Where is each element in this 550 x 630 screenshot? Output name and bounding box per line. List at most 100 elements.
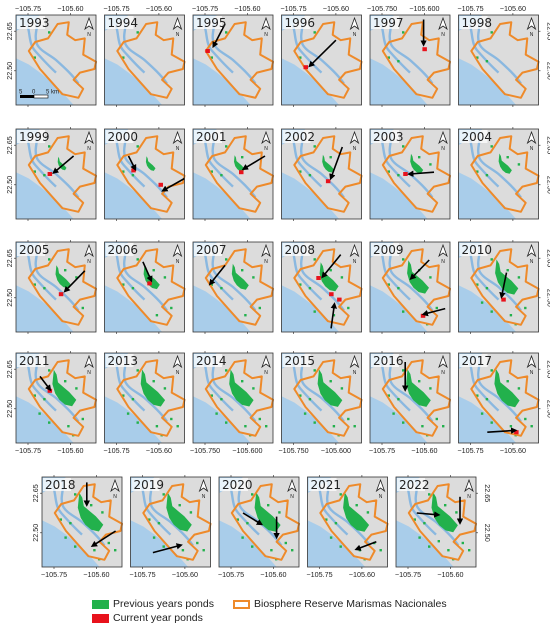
previous-pond [241,380,244,383]
previous-pond [428,493,431,496]
lagoon-channel [468,23,500,74]
north-arrow-label: N [87,146,91,152]
north-arrow-shape [526,243,537,258]
previous-pond [225,31,228,34]
lagoon-channel [299,18,345,85]
previous-pond [131,287,135,290]
previous-pond [476,283,479,286]
panel-frame [281,128,362,220]
location-arrow [321,254,342,279]
current-pond [325,179,331,184]
previous-pond [299,394,302,397]
location-arrow [329,146,344,181]
year-label: 2018 [45,478,76,492]
previous-pond [176,425,179,428]
previous-pond [313,258,316,261]
year-label: 2004 [462,130,493,144]
year-label-bg [17,243,45,256]
previous-pond [379,549,382,552]
lagoon-channel [476,356,522,423]
previous-pond [490,369,493,372]
x-tick-label: −105.75 [15,446,41,455]
previous-pond [244,425,247,428]
previous-pond [402,31,405,34]
previous-pond [43,174,46,177]
map-panel: N 2016 −105.75 −105.60 [369,351,451,455]
previous-pond [485,287,489,290]
north-arrow-label: N [530,370,534,376]
location-arrow [409,259,430,281]
current-pond [303,65,308,70]
year-label: 2010 [462,243,493,257]
previous-pond [387,394,390,397]
year-label-bg [371,243,399,256]
year-label-bg [397,478,425,491]
x-tick-label: −105.60 [411,446,437,455]
north-arrow-shape [526,16,537,31]
previous-pond [447,549,450,552]
previous-ponds-cluster [406,369,431,407]
x-tick-label: −105.75 [192,4,218,13]
previous-ponds-cluster [494,368,520,408]
legend-previous-swatch [92,599,109,609]
north-arrow-label: N [264,259,268,265]
previous-pond [313,421,316,424]
previous-pond [220,174,223,177]
previous-pond [299,56,302,59]
location-arrow [330,302,337,329]
location-arrow [241,155,266,171]
previous-pond [48,31,51,34]
panel-frame [15,352,97,444]
lagoon-channel [388,18,434,85]
y-tick-label: 22.50 [546,176,550,194]
previous-pond [241,269,244,272]
north-arrow-shape [172,130,183,145]
north-arrow-icon: N [84,354,94,376]
north-arrow-label: N [87,259,91,265]
panel-frame [307,476,388,568]
previous-pond [196,541,199,545]
previous-pond [387,56,390,59]
previous-pond [517,276,521,279]
previous-pond [93,549,96,552]
previous-pond [299,170,302,173]
map-panel: N 2017 −105.75 −105.60 22.65 22.50 [457,351,550,455]
y-tick-label: 22.50 [546,400,550,418]
previous-pond [402,310,405,313]
previous-pond [252,387,255,390]
north-arrow-icon: N [464,478,474,500]
previous-pond [251,545,254,548]
map-panel: N 2003 [369,127,451,221]
north-arrow-icon: N [261,243,271,265]
map-panel: N 1995 −105.75 −105.60 [192,4,274,107]
year-label: 2014 [196,354,227,368]
previous-pond [48,369,51,372]
previous-pond [81,417,84,421]
north-arrow-label: N [113,494,117,500]
map-panel: N 2013 −105.75 −105.60 [103,351,186,455]
north-arrow-shape [198,478,209,493]
map-panel: N 2006 [104,240,186,334]
lagoon-channel [114,250,146,301]
previous-pond [509,314,513,317]
north-arrow-label: N [353,32,357,38]
x-tick-label: −105.75 [395,570,421,579]
previous-pond [340,276,344,279]
lagoon-channel [380,137,411,188]
panel-frame [192,352,274,444]
legend-current-label: Current year ponds [113,612,203,624]
north-arrow-shape [84,16,94,31]
lagoon-channel [299,132,345,199]
location-arrow [242,512,264,526]
location-arrow [39,375,52,392]
year-label: 2020 [222,478,253,492]
location-arrow [208,264,226,286]
previous-ponds-cluster [498,153,512,174]
previous-pond [163,276,167,279]
previous-ponds-cluster [431,492,458,533]
previous-pond [170,306,173,310]
map-panel: N 1997 −105.750 −105.600 [367,4,451,107]
previous-pond [421,425,424,428]
north-arrow-shape [261,16,271,31]
panel-frame [192,241,274,333]
